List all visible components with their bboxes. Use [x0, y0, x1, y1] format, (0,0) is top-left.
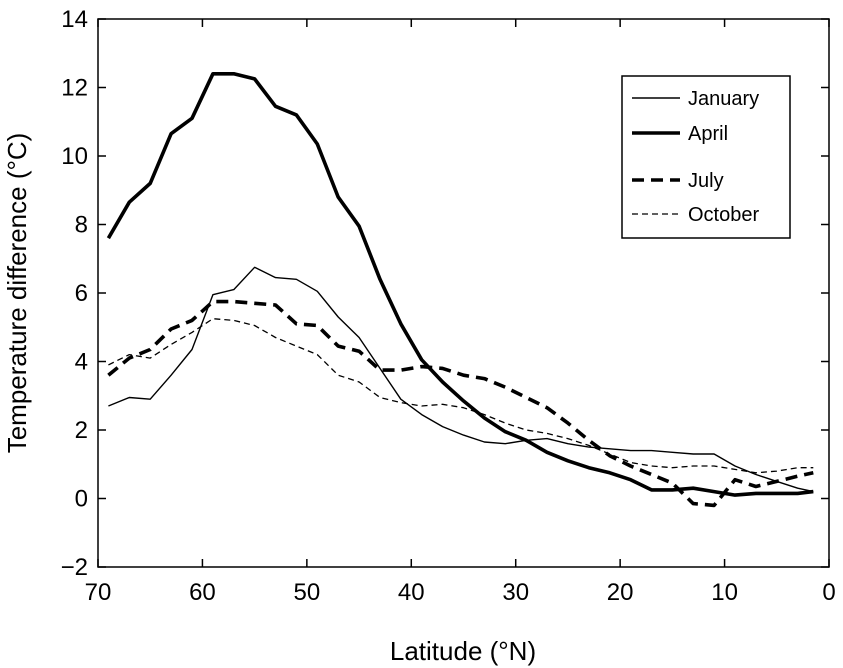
x-tick-label: 60	[189, 579, 216, 606]
x-tick-label: 0	[822, 579, 835, 606]
y-tick-label: 4	[75, 349, 88, 376]
y-tick-label: 0	[75, 486, 88, 513]
y-tick-label: −2	[61, 554, 88, 581]
y-tick-label: 6	[75, 280, 88, 307]
series-line-october	[108, 318, 814, 474]
x-axis-title: Latitude (°N)	[390, 636, 536, 666]
x-tick-label: 40	[398, 579, 425, 606]
y-tick-label: 8	[75, 212, 88, 239]
y-tick-label: 12	[61, 75, 88, 102]
y-axis-title: Temperature difference (°C)	[2, 133, 32, 454]
x-tick-label: 30	[502, 579, 529, 606]
legend-label-july: July	[688, 170, 724, 192]
x-tick-label: 20	[607, 579, 634, 606]
y-tick-label: 14	[61, 6, 88, 33]
y-tick-label: 10	[61, 143, 88, 170]
axes: 70 60 50 40 30 20 10 0 −2 0 2 4 6 8 10 12 14	[61, 6, 836, 606]
series-line-july	[107, 299, 814, 508]
legend-box	[621, 75, 791, 239]
plot-area	[106, 72, 814, 508]
legend: January April July October	[621, 75, 791, 239]
series-line-april	[106, 72, 814, 497]
x-tick-label: 70	[85, 579, 112, 606]
series-line-january	[108, 266, 814, 493]
legend-label-april: April	[688, 123, 728, 145]
x-tick-label: 50	[294, 579, 321, 606]
y-tick-label: 2	[75, 417, 88, 444]
x-tick-label: 10	[711, 579, 738, 606]
legend-label-january: January	[688, 88, 759, 110]
legend-label-october: October	[688, 204, 759, 226]
